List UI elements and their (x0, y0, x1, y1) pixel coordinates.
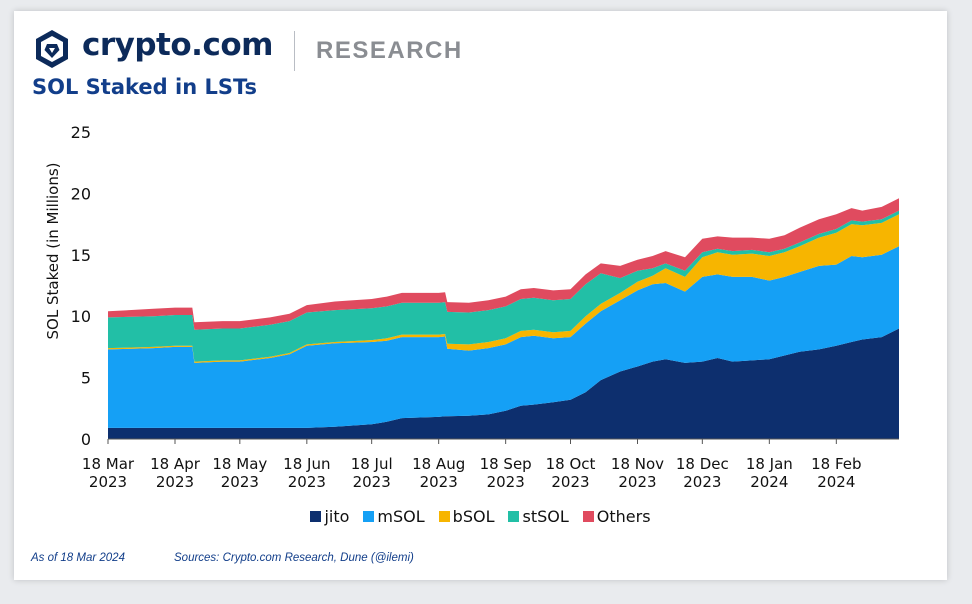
legend-swatch (310, 511, 322, 522)
legend-item-stsol: stSOL (508, 507, 569, 526)
x-tick-label: 18 Jan 2024 (746, 455, 793, 491)
y-tick-label: 0 (81, 430, 91, 449)
legend-label: bSOL (452, 507, 495, 526)
area-msol (108, 246, 899, 428)
y-tick-label: 25 (71, 123, 91, 142)
section-label: RESEARCH (316, 37, 463, 64)
brand-name: crypto.com (82, 27, 273, 63)
legend-label: stSOL (522, 507, 569, 526)
y-axis-label: SOL Staked (in Millions) (44, 163, 62, 340)
area-stsol (108, 210, 899, 362)
legend-label: Others (596, 507, 651, 526)
x-tick-label: 18 Apr 2023 (150, 455, 201, 491)
legend-item-others: Others (582, 507, 651, 526)
sources-note: Sources: Crypto.com Research, Dune (@ile… (174, 552, 414, 564)
header-divider (294, 31, 295, 71)
legend-swatch (363, 511, 375, 522)
x-tick-label: 18 Jun 2023 (283, 455, 330, 491)
area-jito (108, 328, 899, 439)
x-tick-label: 18 Oct 2023 (546, 455, 596, 491)
x-tick-label: 18 May 2023 (212, 455, 267, 491)
x-tick-label: 18 Dec 2023 (676, 455, 729, 491)
area-series-group (108, 198, 899, 439)
chart-title: SOL Staked in LSTs (32, 75, 257, 99)
x-tick-labels: 18 Mar 2023 18 Apr 2023 18 May 2023 18 Jun 2023… (82, 439, 862, 491)
legend-swatch (508, 511, 520, 522)
area-others (108, 198, 899, 330)
x-tick-label: 18 Aug 2023 (412, 455, 465, 491)
legend-swatch (438, 511, 450, 522)
stacked-area-chart: 0 5 10 15 20 25 18 Mar 2023 18 Apr 2023 18 May 202… (44, 123, 899, 491)
as-of-date: As of 18 Mar 2024 (31, 552, 125, 564)
y-tick-label: 20 (71, 184, 91, 203)
report-header: crypto.com RESEARCH (34, 27, 514, 71)
x-tick-label: 18 Nov 2023 (611, 455, 664, 491)
y-tick-labels: 0 5 10 15 20 25 (71, 123, 91, 449)
x-tick-label: 18 Sep 2023 (480, 455, 532, 491)
y-tick-label: 15 (71, 246, 91, 265)
crypto-com-lion-shield-icon (36, 30, 68, 68)
legend-label: mSOL (377, 507, 425, 526)
x-tick-label: 18 Jul 2023 (351, 455, 393, 491)
legend-item-msol: mSOL (363, 507, 425, 526)
report-card: crypto.com RESEARCH SOL Staked in LSTs 0… (14, 11, 947, 580)
x-tick-label: 18 Mar 2023 (82, 455, 135, 491)
chart-legend: jito mSOL bSOL stSOL Others (14, 507, 947, 526)
x-tick-label: 18 Feb 2024 (811, 455, 861, 491)
legend-swatch (582, 511, 594, 522)
y-tick-label: 5 (81, 369, 91, 388)
legend-item-bsol: bSOL (438, 507, 495, 526)
y-tick-label: 10 (71, 307, 91, 326)
legend-label: jito (324, 507, 350, 526)
legend-item-jito: jito (310, 507, 349, 526)
